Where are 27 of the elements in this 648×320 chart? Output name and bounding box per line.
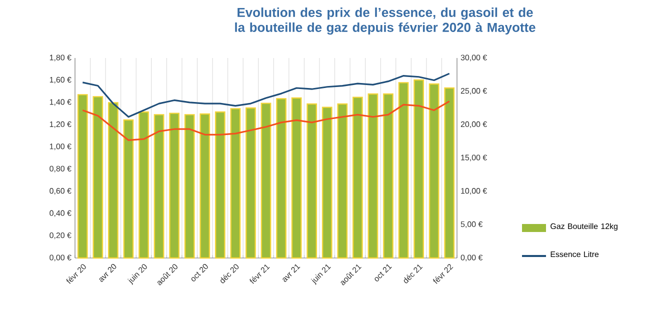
bar	[169, 112, 180, 259]
bar	[291, 97, 302, 259]
bar	[428, 83, 440, 259]
bar	[138, 111, 149, 259]
bar	[260, 102, 272, 259]
bar	[368, 93, 378, 259]
bar	[383, 93, 394, 259]
bar	[306, 103, 318, 259]
bar	[414, 79, 424, 259]
line-series	[82, 72, 450, 118]
chart-title: Evolution des prix de l’essence, du gasoil et de la bouteille de gaz depuis février 2020 à Mayotte	[235, 8, 536, 35]
bar	[276, 98, 286, 259]
bar	[184, 114, 195, 259]
bar	[77, 94, 88, 259]
bar	[154, 114, 164, 259]
bar	[108, 102, 118, 259]
bar	[337, 103, 348, 259]
bar	[322, 106, 332, 259]
bar	[398, 82, 409, 259]
bar	[246, 107, 256, 259]
bar	[352, 96, 363, 259]
bar	[444, 87, 455, 259]
bar	[214, 111, 226, 259]
bar	[123, 119, 134, 259]
bar	[200, 113, 210, 259]
bar	[92, 96, 104, 259]
bar	[230, 108, 241, 259]
